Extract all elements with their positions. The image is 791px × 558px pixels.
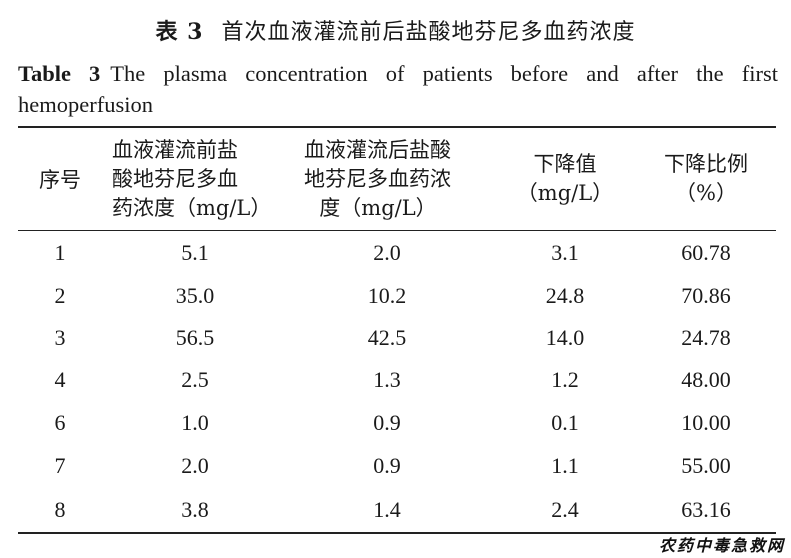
cell-index: 4 [54,367,66,392]
cell-index: 6 [54,410,66,435]
header-before-line1: 血液灌流前盐 [112,138,238,162]
table-header-rule [18,230,776,231]
cell-after: 10.2 [367,283,407,308]
caption-en-title: The plasma concentration of patients bef… [18,61,778,117]
cell-before: 35.0 [175,283,215,308]
cell-decrease: 2.4 [551,497,579,522]
header-after-line2: 地芬尼多血药浓 [304,167,451,191]
cell-index: 7 [54,453,66,478]
cell-after: 1.3 [373,367,401,392]
caption-en-label: Table 3 [18,61,101,86]
cell-before: 5.1 [181,240,209,265]
cell-before: 3.8 [181,497,209,522]
cell-index: 8 [54,497,66,522]
table-caption-en: Table 3 The plasma concentration of patie… [18,58,778,120]
cell-index: 3 [54,325,66,350]
header-before-line2: 酸地芬尼多血 [112,167,238,191]
cell-after: 2.0 [373,240,401,265]
cell-before: 1.0 [181,410,209,435]
cell-after: 1.4 [373,497,401,522]
header-decrease: 下降值 （mg/L） [500,150,630,208]
cell-decrease: 3.1 [551,240,579,265]
cell-after: 42.5 [367,325,407,350]
header-decrease-line1: 下降值 [533,152,597,176]
header-before: 血液灌流前盐 酸地芬尼多血 药浓度（mg/L） [112,136,292,223]
header-ratio-line2: （%） [675,181,737,205]
cell-after: 0.9 [373,453,401,478]
caption-cn-title: 首次血液灌流前后盐酸地芬尼多血药浓度 [221,20,636,45]
header-after-line3: 度（mg/L） [319,196,437,220]
header-index: 序号 [39,168,81,192]
cell-decrease: 14.0 [545,325,585,350]
cell-before: 2.5 [181,367,209,392]
cell-index: 2 [54,283,66,308]
cell-ratio: 70.86 [681,283,731,308]
cell-ratio: 10.00 [681,410,731,435]
header-ratio-line1: 下降比例 [664,152,748,176]
cell-decrease: 1.1 [551,453,579,478]
cell-before: 2.0 [181,453,209,478]
cell-after: 0.9 [373,410,401,435]
cell-ratio: 60.78 [681,240,731,265]
cell-decrease: 24.8 [545,283,585,308]
cell-decrease: 0.1 [551,410,579,435]
table-top-rule [18,126,776,128]
watermark: 农药中毒急救网 [658,536,785,555]
cell-decrease: 1.2 [551,367,579,392]
header-ratio: 下降比例 （%） [636,150,776,208]
header-after: 血液灌流后盐酸 地芬尼多血药浓 度（mg/L） [304,136,494,223]
header-before-line3: 药浓度（mg/L） [112,196,272,220]
cell-index: 1 [54,240,66,265]
cell-before: 56.5 [175,325,215,350]
cell-ratio: 55.00 [681,453,731,478]
table-caption-cn: 表 3 首次血液灌流前后盐酸地芬尼多血药浓度 [0,14,791,46]
cell-ratio: 24.78 [681,325,731,350]
table-bottom-rule [18,532,776,534]
caption-cn-label: 表 3 [155,19,204,45]
header-decrease-line2: （mg/L） [516,181,614,205]
cell-ratio: 63.16 [681,497,731,522]
header-after-line1: 血液灌流后盐酸 [304,138,451,162]
cell-ratio: 48.00 [681,367,731,392]
